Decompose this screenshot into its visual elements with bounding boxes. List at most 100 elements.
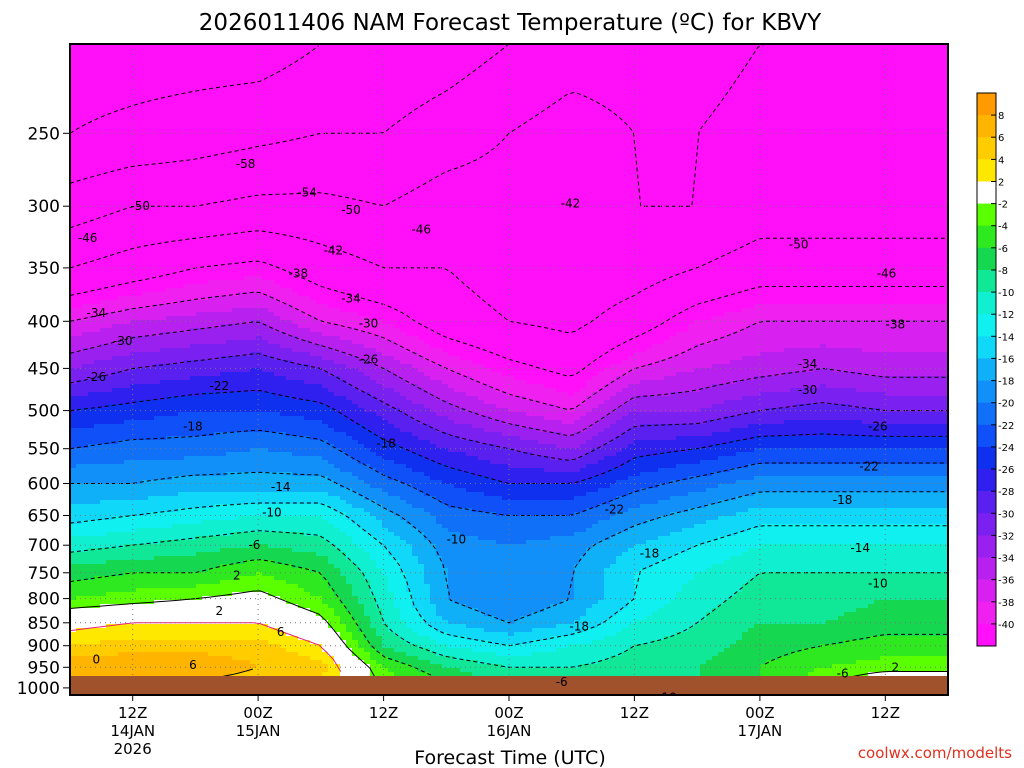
- temperature-cell: [154, 576, 161, 581]
- temperature-cell: [160, 640, 167, 645]
- temperature-cell: [106, 88, 113, 93]
- temperature-cell: [202, 640, 209, 645]
- temperature-cell: [154, 488, 161, 493]
- temperature-cell: [196, 352, 203, 357]
- temperature-cell: [196, 112, 203, 117]
- temperature-cell: [178, 640, 185, 645]
- temperature-cell: [232, 664, 239, 669]
- temperature-cell: [232, 192, 239, 197]
- temperature-cell: [130, 652, 137, 657]
- temperature-cell: [136, 576, 143, 581]
- temperature-cell: [226, 468, 233, 473]
- temperature-cell: [184, 224, 191, 229]
- temperature-cell: [118, 376, 125, 381]
- temperature-cell: [118, 132, 125, 137]
- temperature-cell: [154, 636, 161, 641]
- temperature-cell: [208, 448, 215, 453]
- temperature-cell: [160, 152, 167, 157]
- temperature-cell: [112, 616, 119, 621]
- temperature-cell: [178, 164, 185, 169]
- temperature-cell: [76, 176, 83, 181]
- temperature-cell: [184, 588, 191, 593]
- temperature-cell: [106, 56, 113, 61]
- temperature-cell: [154, 48, 161, 53]
- temperature-cell: [196, 76, 203, 81]
- temperature-cell: [124, 356, 131, 361]
- temperature-cell: [220, 248, 227, 253]
- temperature-cell: [178, 148, 185, 153]
- temperature-cell: [238, 276, 245, 281]
- temperature-cell: [160, 268, 167, 273]
- temperature-cell: [190, 128, 197, 133]
- temperature-cell: [94, 300, 101, 305]
- temperature-cell: [130, 180, 137, 185]
- temperature-cell: [130, 528, 137, 533]
- temperature-cell: [142, 360, 149, 365]
- temperature-cell: [124, 532, 131, 537]
- temperature-cell: [76, 172, 83, 177]
- temperature-cell: [136, 64, 143, 69]
- temperature-cell: [142, 184, 149, 189]
- temperature-cell: [166, 88, 173, 93]
- temperature-cell: [160, 256, 167, 261]
- temperature-cell: [106, 648, 113, 653]
- temperature-cell: [202, 612, 209, 617]
- temperature-cell: [238, 416, 245, 421]
- temperature-cell: [94, 640, 101, 645]
- temperature-cell: [160, 236, 167, 241]
- temperature-cell: [172, 152, 179, 157]
- temperature-cell: [118, 140, 125, 145]
- temperature-cell: [220, 252, 227, 257]
- temperature-cell: [94, 388, 101, 393]
- temperature-cell: [184, 504, 191, 509]
- temperature-cell: [184, 652, 191, 657]
- temperature-cell: [106, 204, 113, 209]
- temperature-cell: [112, 292, 119, 297]
- temperature-cell: [136, 84, 143, 89]
- temperature-cell: [160, 156, 167, 161]
- temperature-cell: [250, 176, 257, 181]
- temperature-cell: [82, 580, 89, 585]
- temperature-cell: [130, 312, 137, 317]
- temperature-cell: [238, 336, 245, 341]
- temperature-cell: [160, 252, 167, 257]
- temperature-cell: [112, 68, 119, 73]
- temperature-cell: [196, 616, 203, 621]
- temperature-cell: [154, 356, 161, 361]
- temperature-cell: [142, 180, 149, 185]
- temperature-cell: [184, 608, 191, 613]
- temperature-cell: [172, 212, 179, 217]
- temperature-cell: [130, 84, 137, 89]
- temperature-cell: [148, 576, 155, 581]
- temperature-cell: [244, 608, 251, 613]
- temperature-cell: [190, 388, 197, 393]
- temperature-cell: [244, 372, 251, 377]
- temperature-cell: [130, 232, 137, 237]
- temperature-cell: [172, 376, 179, 381]
- temperature-cell: [244, 600, 251, 605]
- temperature-cell: [238, 240, 245, 245]
- temperature-cell: [190, 456, 197, 461]
- temperature-cell: [226, 556, 233, 561]
- temperature-cell: [178, 308, 185, 313]
- temperature-cell: [94, 396, 101, 401]
- temperature-cell: [166, 544, 173, 549]
- temperature-cell: [88, 148, 95, 153]
- temperature-cell: [214, 268, 221, 273]
- temperature-cell: [160, 420, 167, 425]
- temperature-cell: [136, 520, 143, 525]
- temperature-cell: [202, 520, 209, 525]
- temperature-cell: [130, 576, 137, 581]
- temperature-cell: [82, 352, 89, 357]
- temperature-cell: [94, 336, 101, 341]
- temperature-cell: [202, 120, 209, 125]
- temperature-cell: [250, 148, 257, 153]
- temperature-cell: [118, 208, 125, 213]
- temperature-cell: [94, 296, 101, 301]
- temperature-cell: [82, 568, 89, 573]
- temperature-cell: [94, 48, 101, 53]
- temperature-cell: [190, 588, 197, 593]
- temperature-cell: [238, 364, 245, 369]
- temperature-cell: [196, 332, 203, 337]
- temperature-cell: [238, 300, 245, 305]
